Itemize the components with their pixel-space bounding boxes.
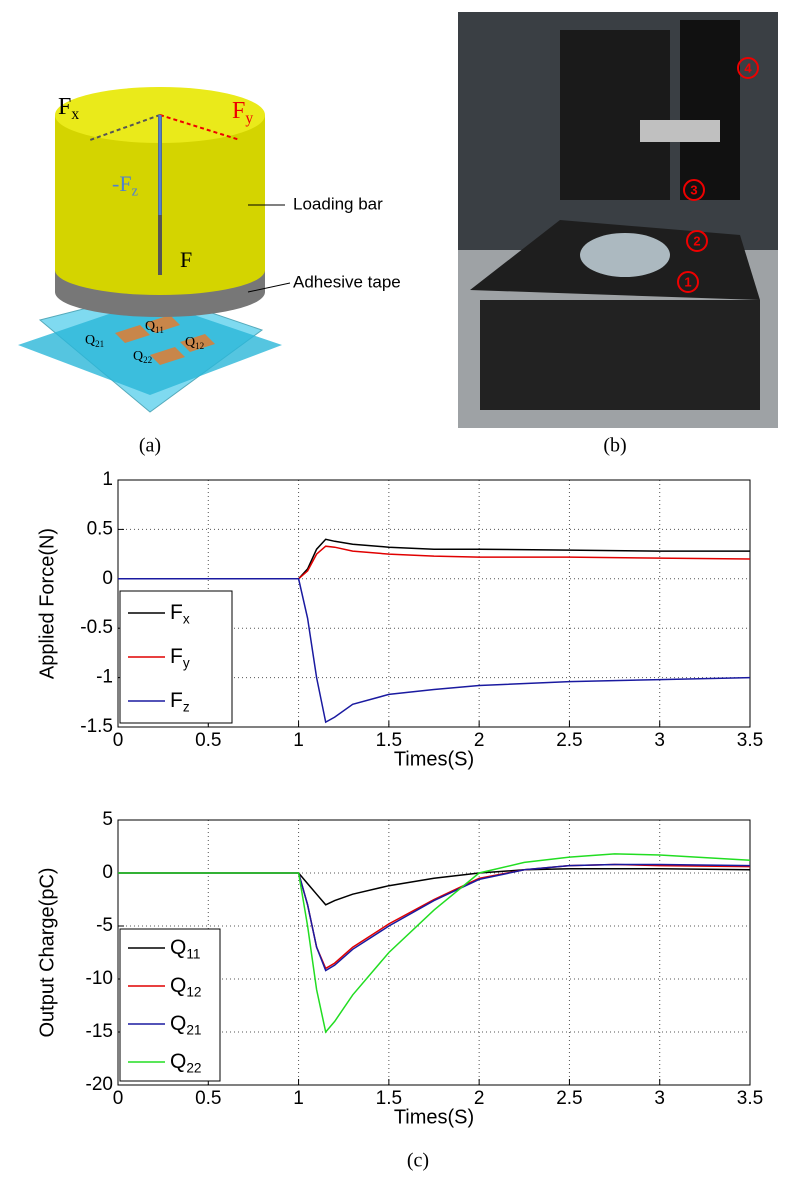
x-tick-label: 1.5: [376, 730, 402, 751]
legend-label: Fy: [170, 645, 190, 670]
label: -Fz: [112, 171, 138, 200]
y-axis-label: Output Charge(pC): [36, 867, 58, 1037]
legend-label: Q22: [170, 1050, 202, 1075]
label: Adhesive tape: [293, 272, 401, 291]
marker-label: 2: [693, 233, 700, 248]
sensor: [580, 233, 670, 277]
electrode-label: Q22: [133, 349, 153, 365]
marker-circle: [677, 271, 699, 293]
sensor-diagram: [18, 87, 291, 413]
panel-label: (a): [139, 435, 161, 457]
label: Fy: [232, 98, 253, 127]
y-tick-label: 0.5: [87, 518, 113, 539]
series-line: [118, 863, 751, 972]
x-tick-label: 2: [474, 1088, 485, 1109]
axes-frame: [117, 819, 751, 1086]
legend-label: Q21: [170, 1012, 202, 1037]
series-line: [118, 868, 751, 906]
actuator: [560, 30, 670, 200]
y-tick-label: 0: [102, 862, 113, 883]
panel-label: (b): [603, 435, 626, 457]
x-tick-label: 1: [293, 1088, 304, 1109]
electrode-label: Q21: [85, 333, 104, 349]
y-tick-label: 0: [102, 568, 113, 589]
y-tick-label: 5: [102, 809, 113, 830]
y-tick-label: -0.5: [80, 617, 113, 638]
electrode-label: Q12: [185, 335, 205, 351]
lift: [480, 300, 760, 410]
x-tick-label: 0: [113, 730, 124, 751]
x-tick-label: 3: [654, 1088, 665, 1109]
leader: [247, 282, 291, 293]
x-tick-label: 3: [654, 730, 665, 751]
marker-label: 4: [744, 60, 752, 75]
y-tick-label: -1.5: [80, 716, 113, 737]
marker-circle: [683, 179, 705, 201]
x-tick-label: 0.5: [195, 730, 221, 751]
series-line: [118, 578, 751, 724]
electrode: [115, 325, 150, 343]
photo: [458, 12, 778, 428]
legend-box: [119, 928, 221, 1082]
x-tick-label: 3.5: [737, 730, 763, 751]
legend-label: Q11: [170, 936, 201, 961]
x-tick-label: 1: [293, 730, 304, 751]
y-tick-label: -1: [96, 667, 113, 688]
label: F: [180, 247, 192, 272]
electrode: [145, 315, 180, 333]
marker-label: 1: [684, 274, 691, 289]
legend-label: Fx: [170, 601, 190, 626]
series-line: [118, 853, 751, 1034]
base-plate-top: [18, 300, 282, 395]
x-tick-label: 0.5: [195, 1088, 221, 1109]
marker-label: 3: [690, 182, 697, 197]
y-axis-label: Applied Force(N): [36, 528, 58, 679]
x-tick-label: 1.5: [376, 1088, 402, 1109]
x-tick-label: 0: [113, 1088, 124, 1109]
electrode-label: Q11: [145, 319, 164, 335]
y-tick-label: 1: [102, 469, 113, 490]
x-tick-label: 2: [474, 730, 485, 751]
y-tick-label: -10: [86, 968, 113, 989]
y-tick-label: -5: [96, 915, 113, 936]
label: Loading bar: [293, 194, 383, 213]
x-axis-label: Times(S): [394, 1106, 474, 1128]
x-axis-label: Times(S): [394, 748, 474, 770]
x-tick-label: 3.5: [737, 1088, 763, 1109]
marker-circle: [737, 57, 759, 79]
x-tick-label: 2.5: [556, 730, 582, 751]
screw: [640, 120, 720, 142]
panel-label: (c): [407, 1150, 429, 1172]
legend-label: Fz: [170, 689, 190, 714]
micrometer: [680, 20, 740, 200]
electrode: [180, 334, 215, 352]
y-tick-label: -20: [86, 1074, 113, 1095]
axes-frame: [117, 479, 751, 728]
label: Fx: [58, 94, 79, 123]
fx-arrow: [89, 114, 161, 141]
marker-circle: [686, 230, 708, 252]
legend-label: Q12: [170, 974, 202, 999]
electrode: [150, 347, 185, 365]
y-tick-label: -15: [86, 1021, 113, 1042]
x-tick-label: 2.5: [556, 1088, 582, 1109]
